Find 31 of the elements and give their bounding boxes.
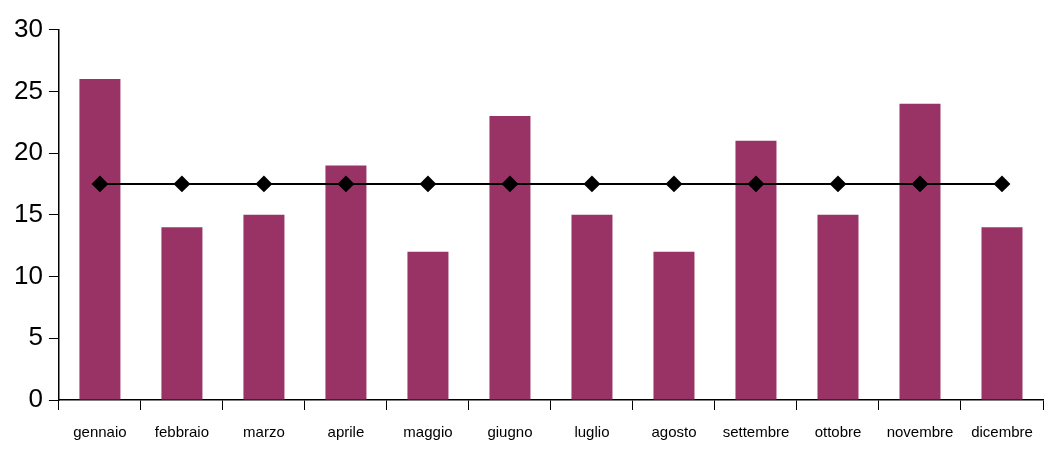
bar: [735, 140, 777, 400]
bar: [981, 227, 1023, 400]
x-tick-label: agosto: [651, 423, 697, 441]
x-tick-label: ottobre: [814, 423, 862, 441]
y-tick-label: 10: [14, 259, 43, 290]
y-tick-label: 5: [28, 321, 43, 352]
bar: [817, 214, 859, 400]
x-tick-label: marzo: [243, 423, 285, 441]
y-tick-label: 25: [14, 74, 43, 105]
bar: [899, 103, 941, 400]
y-tick-label: 30: [14, 12, 43, 43]
bar: [653, 251, 695, 400]
bar: [571, 214, 613, 400]
y-tick-label: 20: [14, 136, 43, 167]
y-tick-label: 15: [14, 197, 43, 228]
y-tick-label: 0: [28, 383, 43, 414]
x-tick-label: novembre: [886, 423, 954, 441]
bar: [489, 116, 531, 400]
bar: [407, 251, 449, 400]
x-tick-label: luglio: [574, 423, 610, 441]
bar: [325, 165, 367, 400]
x-tick-label: gennaio: [73, 423, 127, 441]
bar: [161, 227, 203, 400]
x-tick-label: dicembre: [971, 423, 1033, 441]
bar: [79, 78, 121, 400]
x-tick-label: maggio: [403, 423, 453, 441]
x-tick-label: febbraio: [154, 423, 210, 441]
bar: [243, 214, 285, 400]
x-tick-label: aprile: [327, 423, 365, 441]
x-tick-label: settembre: [722, 423, 790, 441]
x-tick-label: giugno: [487, 423, 533, 441]
